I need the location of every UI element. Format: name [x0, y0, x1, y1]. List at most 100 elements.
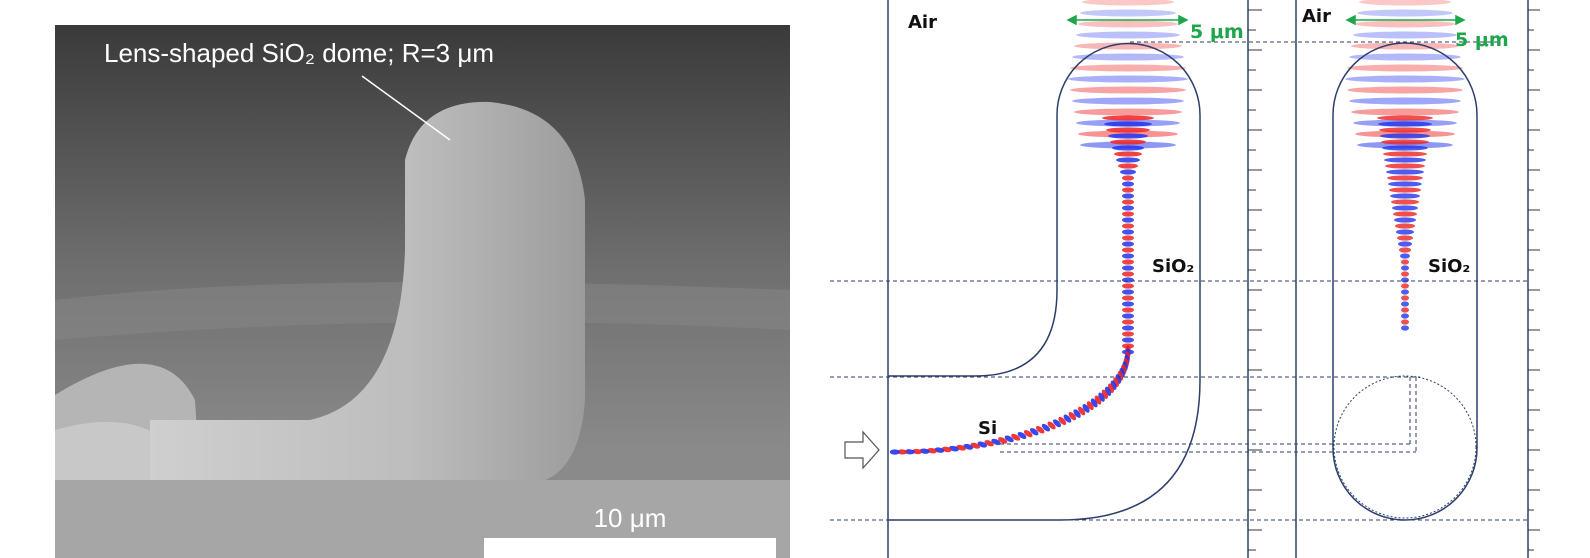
field-lobe [1122, 295, 1134, 300]
field-lobe [1347, 87, 1463, 94]
field-lobe [890, 449, 900, 454]
air-label: Air [908, 12, 937, 33]
field-lobe [1112, 145, 1144, 150]
field-lobe [1383, 151, 1427, 156]
field-lobe [1359, 0, 1451, 6]
field-lobe [1122, 325, 1134, 330]
field-lobe [1068, 76, 1188, 83]
field-lobe [1357, 10, 1453, 17]
field-lobe [1386, 169, 1424, 174]
field-lobe [1353, 32, 1457, 39]
field-lobe [1122, 307, 1134, 312]
field-lobe [1122, 199, 1134, 204]
field-lobe [1122, 247, 1134, 252]
scale-label: 5 μm [1455, 29, 1509, 51]
field-lobe [1401, 283, 1409, 288]
field-lobe [1110, 139, 1146, 144]
dotted-circle [1334, 376, 1476, 518]
field-lobe [1122, 175, 1134, 180]
field-lobe [1385, 163, 1425, 168]
field-lobe [1114, 151, 1142, 156]
field-lobe [1122, 253, 1134, 258]
field-lobe [1122, 193, 1134, 198]
field-lobe [1396, 229, 1414, 234]
field-lobe [1395, 223, 1415, 228]
field-lobe [1393, 211, 1417, 216]
field-lobe [1080, 10, 1176, 17]
outlines [888, 0, 1528, 558]
field-lobe [1401, 265, 1409, 270]
page: Lens-shaped SiO₂ dome; R=3 μm 10 μm Air … [0, 0, 1590, 558]
field-lobe [1401, 307, 1409, 312]
field-lobe [1122, 313, 1134, 318]
core-label: SiO₂ [1428, 256, 1470, 277]
field-lobe [1382, 145, 1428, 150]
field-lobe [1401, 271, 1409, 276]
field-lobe [1379, 127, 1431, 132]
field-lobe [1401, 277, 1409, 282]
field-lobe [1397, 235, 1413, 240]
field-lobe [1116, 157, 1140, 162]
field-lobe [1122, 331, 1134, 336]
field-lobe [1400, 253, 1410, 258]
field-lobe [1104, 121, 1152, 126]
field-lobe [1122, 211, 1134, 216]
input-arrow [845, 432, 879, 468]
field-lobe [1401, 301, 1409, 306]
scale-bar-label: 10 μm [594, 503, 667, 533]
field-lobe [1070, 65, 1186, 72]
field-lobe [1389, 187, 1421, 192]
field-lobe [1122, 205, 1134, 210]
sem-image: Lens-shaped SiO₂ dome; R=3 μm 10 μm [55, 25, 790, 558]
field-lobe [1399, 247, 1411, 252]
field-pattern [890, 0, 1465, 455]
field-lobe [1391, 199, 1419, 204]
field-lobe [1122, 283, 1134, 288]
field-lobe [1118, 163, 1138, 168]
field-lobe [1102, 115, 1154, 120]
field-lobe [1122, 265, 1134, 270]
field-lobe [1401, 259, 1409, 264]
field-lobe [1388, 181, 1422, 186]
scale-bar [484, 538, 776, 558]
field-lobe [1120, 169, 1136, 174]
field-lobe [1381, 139, 1429, 144]
field-lobe [1122, 271, 1134, 276]
field-lobe [1122, 277, 1134, 282]
field-lobe [1349, 98, 1461, 105]
field-lobe [1072, 98, 1184, 105]
field-lobe [1401, 313, 1409, 318]
field-lobe [1108, 133, 1148, 138]
field-lobe [1122, 181, 1134, 186]
field-lobe [1378, 121, 1432, 126]
field-lobe [1122, 217, 1134, 222]
field-lobe [1401, 295, 1409, 300]
field-lobe [1387, 175, 1423, 180]
field-lobe [1070, 87, 1186, 94]
field-lobe [1122, 223, 1134, 228]
field-lobe [1401, 289, 1409, 294]
field-lobe [1122, 289, 1134, 294]
field-lobe [1380, 133, 1430, 138]
field-lobe [1355, 21, 1455, 28]
field-lobe [1122, 235, 1134, 240]
field-lobe [1377, 115, 1433, 120]
field-lobe [1392, 205, 1418, 210]
annotation: Lens-shaped SiO₂ dome; R=3 μm [104, 38, 494, 68]
field-lobe [1106, 127, 1150, 132]
field-lobe [1401, 325, 1409, 330]
field-lobe [1078, 21, 1178, 28]
field-lobe [1122, 337, 1134, 342]
field-lobe [1390, 193, 1420, 198]
field-lobe [1122, 259, 1134, 264]
field-lobe [1076, 32, 1180, 39]
scale-label: 5 μm [1190, 21, 1244, 43]
field-lobe [1122, 319, 1134, 324]
field-lobe [1345, 76, 1465, 83]
field-lobe [1122, 229, 1134, 234]
field-lobe [1398, 241, 1412, 246]
waveguide-label: Si [978, 418, 997, 439]
field-lobe [1074, 109, 1182, 116]
field-lobe [1122, 187, 1134, 192]
field-lobe [1351, 109, 1459, 116]
